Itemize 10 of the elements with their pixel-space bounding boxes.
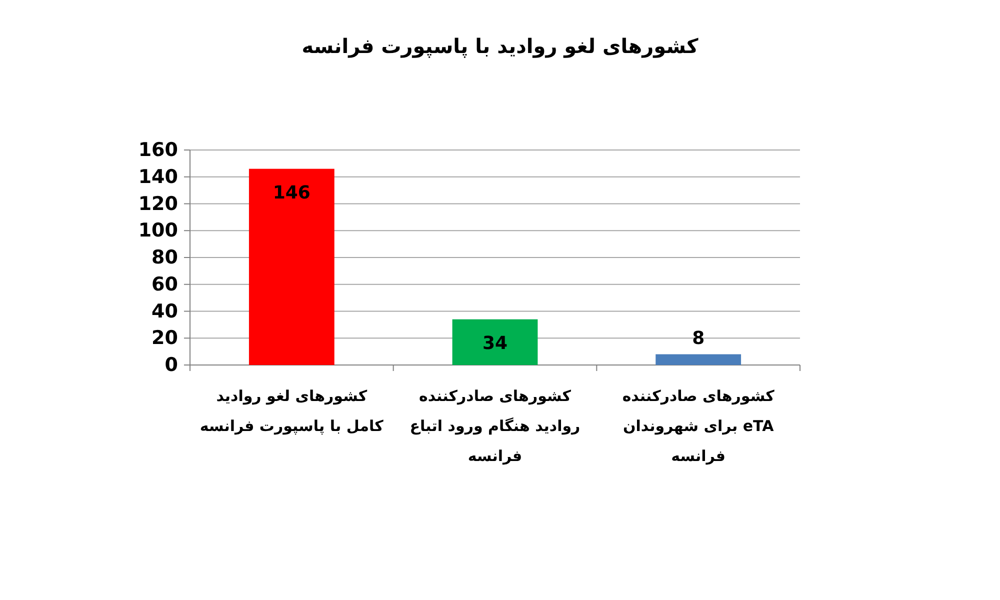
y-tick-label: 140: [138, 166, 178, 188]
y-tick-label: 0: [164, 354, 178, 376]
title: کشورهای لغو روادید با پاسپورت فرانسه: [300, 34, 700, 58]
y-tick-label: 100: [138, 220, 178, 242]
y-tick-label: 60: [152, 273, 178, 296]
y-tick-label: 160: [138, 139, 178, 161]
y-tick-label: 120: [138, 192, 178, 215]
y-tick-label: 40: [152, 300, 178, 322]
y-tick-label: 80: [152, 246, 178, 268]
y-tick-label: 20: [152, 327, 178, 350]
